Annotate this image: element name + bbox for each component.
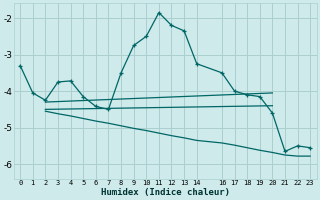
X-axis label: Humidex (Indice chaleur): Humidex (Indice chaleur)	[101, 188, 230, 197]
